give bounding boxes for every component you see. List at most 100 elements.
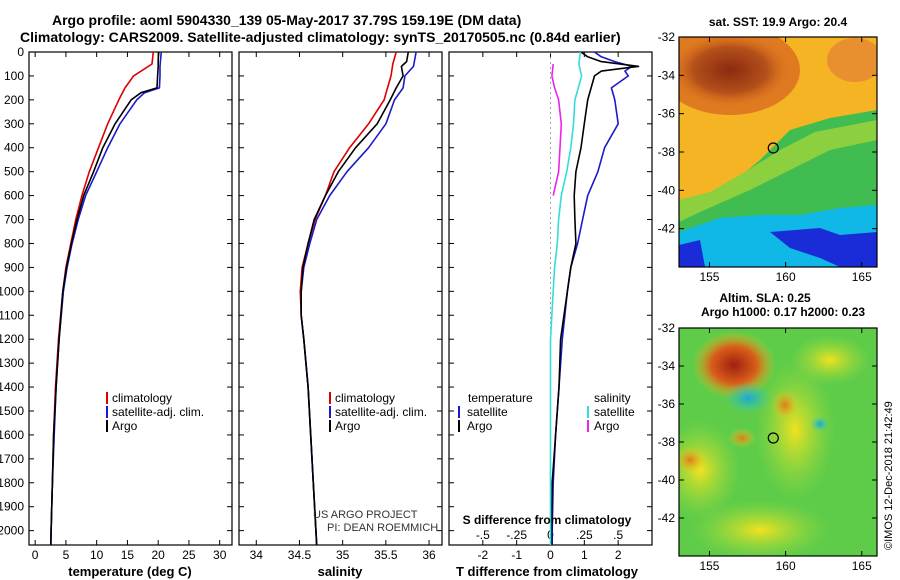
series-line <box>300 51 410 546</box>
temperature-xlabel: temperature (deg C) <box>68 564 192 579</box>
legend-s-argo-label: Argo <box>594 419 620 433</box>
depth-tick-label: 1100 <box>0 308 24 322</box>
map-y-tick-label: -40 <box>658 473 676 487</box>
series-line <box>551 51 633 545</box>
depth-tick-label: 800 <box>4 236 24 250</box>
x-tick-label: 1 <box>581 548 588 562</box>
temperature-axes: 0100200300400500600700800900100011001200… <box>0 45 232 562</box>
secondary-x-tick-label: .25 <box>576 528 593 542</box>
x-tick-label: 10 <box>90 548 104 562</box>
sst-map-image <box>679 37 877 267</box>
temperature-plot-frame <box>28 51 233 546</box>
depth-tick-label: 500 <box>4 165 24 179</box>
legend-temperature-title: temperature <box>468 391 533 405</box>
sst-map-axes: 155 160 165 -32 -34 -36 -38 -40 -42 <box>658 30 877 284</box>
sla-map-title-line1: Altim. SLA: 0.25 <box>719 291 811 305</box>
map-y-tick-label: -38 <box>658 145 676 159</box>
x-tick-label: 36 <box>422 548 436 562</box>
legend-s-satellite-label: satellite <box>594 405 635 419</box>
depth-tick-label: 700 <box>4 213 24 227</box>
legend-satellite-label: satellite-adj. clim. <box>112 405 204 419</box>
sst-warm-core <box>679 37 792 108</box>
sla-map-title-line2: Argo h1000: 0.17 h2000: 0.23 <box>701 305 865 319</box>
series-line <box>50 51 155 546</box>
series-line <box>300 51 417 546</box>
depth-tick-label: 1700 <box>0 452 24 466</box>
salinity-plot-frame <box>238 51 443 546</box>
sst-map-title: sat. SST: 19.9 Argo: 20.4 <box>709 15 848 29</box>
depth-tick-label: 0 <box>17 45 24 59</box>
difference-legend: temperature satellite Argo salinity sate… <box>458 391 635 433</box>
x-tick-label: 20 <box>152 548 166 562</box>
sla-yellow-south <box>690 500 830 556</box>
x-tick-label: 35 <box>336 548 350 562</box>
x-tick-label: 34.5 <box>288 548 312 562</box>
sla-map-image <box>679 328 877 556</box>
map-y-tick-label: -38 <box>658 435 676 449</box>
depth-tick-label: 100 <box>4 69 24 83</box>
depth-tick-label: 1200 <box>0 332 24 346</box>
map-y-tick-label: -42 <box>658 511 676 525</box>
x-tick-label: 34 <box>250 548 264 562</box>
secondary-x-tick-label: -.5 <box>476 528 490 542</box>
map-y-tick-label: -34 <box>658 68 676 82</box>
depth-tick-label: 1000 <box>0 284 24 298</box>
map-y-tick-label: -40 <box>658 183 676 197</box>
sla-map-panel: Altim. SLA: 0.25 Argo h1000: 0.17 h2000:… <box>658 291 878 573</box>
x-tick-label: 15 <box>121 548 135 562</box>
sla-high-mid <box>728 428 756 448</box>
legend-climatology-label: climatology <box>335 391 395 405</box>
legend-t-argo-label: Argo <box>467 419 493 433</box>
depth-tick-label: 1600 <box>0 428 24 442</box>
plot-title-line1: Argo profile: aoml 5904330_139 05-May-20… <box>52 12 522 28</box>
x-tick-label: -1 <box>511 548 522 562</box>
depth-tick-label: 300 <box>4 117 24 131</box>
map-x-tick-label: 165 <box>852 559 872 573</box>
sla-high-center <box>771 389 799 421</box>
series-line <box>549 51 583 545</box>
sla-argo-location-marker <box>767 432 779 444</box>
map-y-tick-label: -32 <box>658 321 676 335</box>
map-x-tick-label: 155 <box>699 559 719 573</box>
difference-series <box>549 51 640 545</box>
map-x-tick-label: 160 <box>776 559 796 573</box>
depth-tick-label: 2000 <box>0 524 24 538</box>
map-x-tick-label: 160 <box>776 270 796 284</box>
legend-t-satellite-label: satellite <box>467 405 508 419</box>
difference-panel: -2 -1 0 1 2-.5 -.25 0.25.5 temperature satelli… <box>448 51 653 579</box>
series-line <box>299 51 397 546</box>
depth-tick-label: 200 <box>4 93 24 107</box>
sla-yellow-north <box>790 335 870 385</box>
secondary-x-tick-label: .5 <box>613 528 623 542</box>
legend-argo-label: Argo <box>112 419 138 433</box>
imos-timestamp: ©IMOS 12-Dec-2018 21:42:49 <box>883 401 895 550</box>
x-tick-label: -2 <box>477 548 488 562</box>
map-x-tick-label: 155 <box>699 270 719 284</box>
x-tick-label: 0 <box>547 548 554 562</box>
legend-climatology-label: climatology <box>112 391 172 405</box>
temperature-panel: 0100200300400500600700800900100011001200… <box>0 45 233 579</box>
map-x-tick-label: 165 <box>852 270 872 284</box>
depth-tick-label: 1400 <box>0 380 24 394</box>
series-line <box>550 51 640 545</box>
sst-green-band-light <box>679 120 877 222</box>
depth-tick-label: 1800 <box>0 476 24 490</box>
map-y-tick-label: -36 <box>658 397 676 411</box>
sla-yellow-west <box>679 420 740 520</box>
map-y-tick-label: -36 <box>658 107 676 121</box>
depth-tick-label: 1900 <box>0 500 24 514</box>
legend-salinity-title: salinity <box>594 391 631 405</box>
salinity-panel: 34 34.5 35 35.5 36 climatology satellite-adj… <box>238 51 443 579</box>
salinity-series <box>299 51 417 546</box>
salinity-xlabel: salinity <box>318 564 364 579</box>
series-line <box>50 51 160 546</box>
x-tick-label: 30 <box>213 548 227 562</box>
temperature-series <box>50 51 163 546</box>
depth-tick-label: 400 <box>4 141 24 155</box>
sst-cold-patch-west <box>679 240 705 267</box>
plot-title-line2: Climatology: CARS2009. Satellite-adjuste… <box>20 29 621 45</box>
t-difference-xlabel: T difference from climatology <box>456 564 639 579</box>
s-difference-xlabel: S difference from climatology <box>463 513 632 527</box>
project-credit: US ARGO PROJECT <box>313 509 418 521</box>
